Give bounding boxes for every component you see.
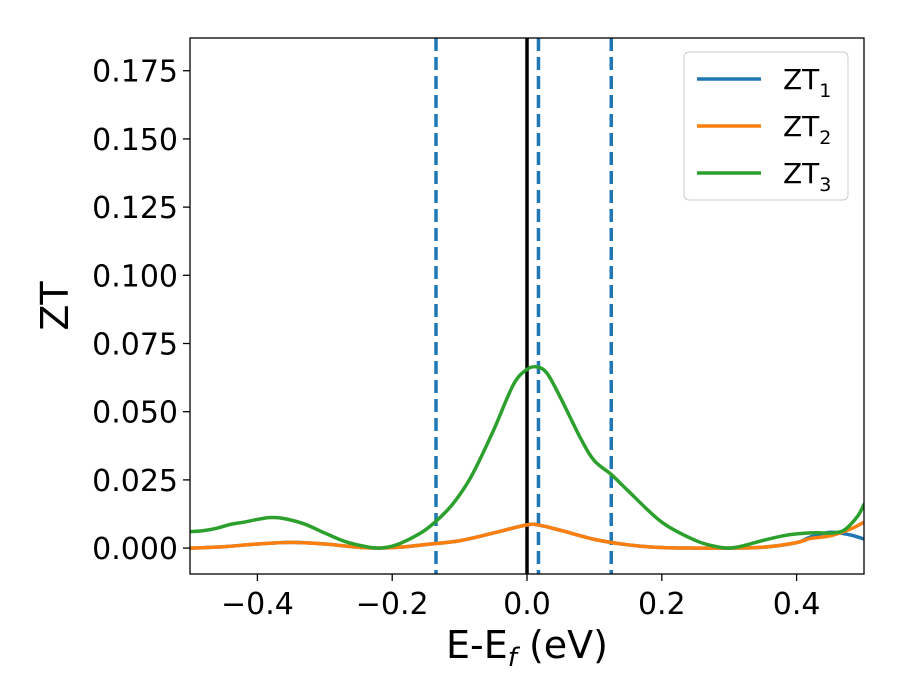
x-tick-label: 0.2 <box>638 587 686 622</box>
y-axis-label: ZT <box>33 281 77 331</box>
y-tick-label: 0.125 <box>92 191 178 226</box>
series-layer <box>190 364 864 550</box>
reference-lines <box>434 38 613 574</box>
x-axis: −0.4 −0.2 0.0 0.2 0.4 <box>221 574 820 622</box>
y-tick-label: 0.000 <box>92 532 178 567</box>
legend: ZT1 ZT2 ZT3 <box>683 51 849 201</box>
series-line-zt3 <box>190 364 864 550</box>
x-axis-label: E-Ef (eV) <box>446 623 608 673</box>
x-tick-label: 0.0 <box>503 587 551 622</box>
x-tick-label: −0.4 <box>221 587 294 622</box>
x-axis-label-unit: (eV) <box>517 623 608 667</box>
legend-label-zt1: ZT1 <box>783 63 831 102</box>
y-tick-label: 0.175 <box>92 55 178 90</box>
y-axis: 0.000 0.025 0.050 0.075 0.100 0.125 0.150 0.175 <box>92 55 190 567</box>
legend-label-zt3: ZT3 <box>783 157 831 196</box>
y-tick-label: 0.050 <box>92 396 178 431</box>
y-tick-label: 0.100 <box>92 259 178 294</box>
x-tick-label: −0.2 <box>356 587 429 622</box>
y-tick-label: 0.025 <box>92 464 178 499</box>
y-tick-label: 0.075 <box>92 328 178 363</box>
series-line-zt2 <box>190 520 864 550</box>
legend-label-zt2: ZT2 <box>783 110 831 149</box>
y-tick-label: 0.150 <box>92 123 178 158</box>
x-tick-label: 0.4 <box>773 587 821 622</box>
legend-box <box>683 51 849 201</box>
